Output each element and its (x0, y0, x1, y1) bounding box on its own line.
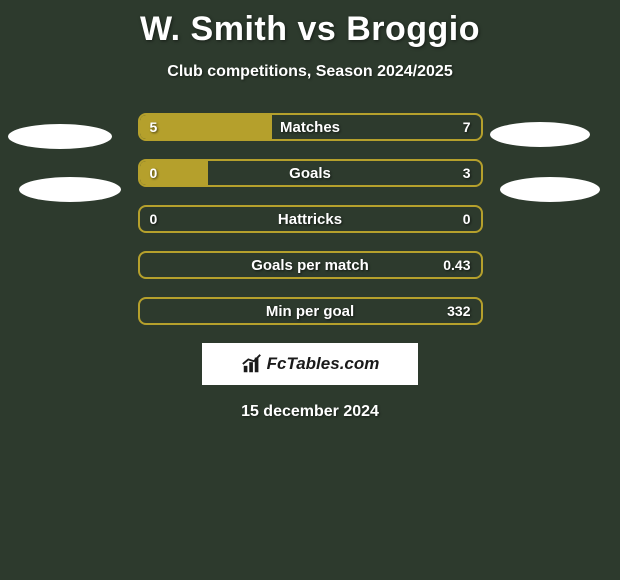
stat-row: Goals per match0.43 (138, 251, 483, 279)
stat-label: Hattricks (140, 207, 481, 231)
source-badge: FcTables.com (202, 343, 418, 385)
stat-label: Goals per match (140, 253, 481, 277)
snapshot-date: 15 december 2024 (0, 403, 620, 421)
stat-value-right: 7 (463, 115, 471, 139)
page-title: W. Smith vs Broggio (0, 0, 620, 49)
stat-label: Goals (140, 161, 481, 185)
source-badge-text: FcTables.com (267, 354, 380, 374)
stat-rows: 5Matches70Goals30Hattricks0Goals per mat… (138, 113, 483, 325)
avatar-ellipse (500, 177, 600, 202)
avatar-ellipse (19, 177, 121, 202)
stat-row: 0Hattricks0 (138, 205, 483, 233)
stat-label: Min per goal (140, 299, 481, 323)
bar-chart-icon (241, 353, 263, 375)
stat-value-right: 332 (447, 299, 470, 323)
stat-value-right: 3 (463, 161, 471, 185)
avatar-ellipse (490, 122, 590, 147)
stat-value-right: 0 (463, 207, 471, 231)
page-subtitle: Club competitions, Season 2024/2025 (0, 63, 620, 81)
stat-row: 5Matches7 (138, 113, 483, 141)
avatar-ellipse (8, 124, 112, 149)
stat-row: Min per goal332 (138, 297, 483, 325)
stat-row: 0Goals3 (138, 159, 483, 187)
stat-label: Matches (140, 115, 481, 139)
stat-value-right: 0.43 (443, 253, 470, 277)
